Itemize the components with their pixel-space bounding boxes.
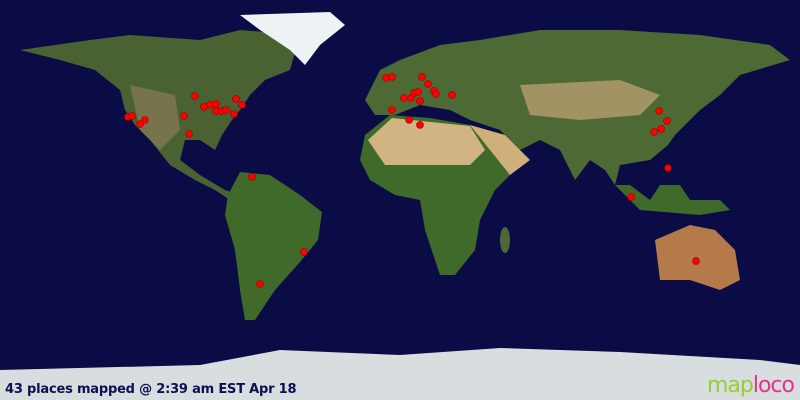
location-marker	[414, 88, 422, 96]
japan	[690, 80, 720, 115]
greenland	[240, 12, 345, 65]
sahara	[368, 118, 485, 165]
location-marker	[650, 128, 658, 136]
indonesia	[615, 185, 730, 215]
location-marker	[238, 101, 246, 109]
location-marker	[128, 112, 136, 120]
arabia	[470, 125, 530, 175]
antarctica	[0, 348, 800, 400]
location-marker	[256, 280, 264, 288]
location-marker	[232, 95, 240, 103]
location-marker	[212, 100, 220, 108]
location-marker	[424, 80, 432, 88]
central-asia-desert	[520, 80, 660, 120]
logo-part-map: map	[706, 373, 754, 398]
south-america	[225, 172, 322, 320]
location-marker	[248, 173, 256, 181]
location-marker	[627, 193, 635, 201]
location-marker	[405, 116, 413, 124]
location-marker	[657, 125, 665, 133]
continents	[0, 12, 800, 400]
location-marker	[230, 110, 238, 118]
location-marker	[388, 106, 396, 114]
location-marker	[388, 73, 396, 81]
madagascar	[500, 227, 510, 253]
location-marker	[664, 164, 672, 172]
places-caption: 43 places mapped @ 2:39 am EST Apr 18	[5, 382, 297, 397]
location-marker	[655, 107, 663, 115]
location-marker	[400, 94, 408, 102]
location-marker	[300, 248, 308, 256]
markers	[124, 73, 700, 288]
location-marker	[432, 90, 440, 98]
location-marker	[418, 73, 426, 81]
location-marker	[448, 91, 456, 99]
location-marker	[692, 257, 700, 265]
location-marker	[136, 120, 144, 128]
location-marker	[222, 106, 230, 114]
location-marker	[663, 117, 671, 125]
maploco-logo[interactable]: maploco	[706, 373, 795, 398]
location-marker	[191, 92, 199, 100]
location-marker	[141, 116, 149, 124]
location-marker	[180, 112, 188, 120]
north-america-desert	[130, 85, 180, 150]
logo-part-loco: loco	[752, 373, 795, 398]
location-marker	[185, 130, 193, 138]
location-marker	[416, 121, 424, 129]
australia	[655, 225, 740, 290]
location-marker	[416, 97, 424, 105]
